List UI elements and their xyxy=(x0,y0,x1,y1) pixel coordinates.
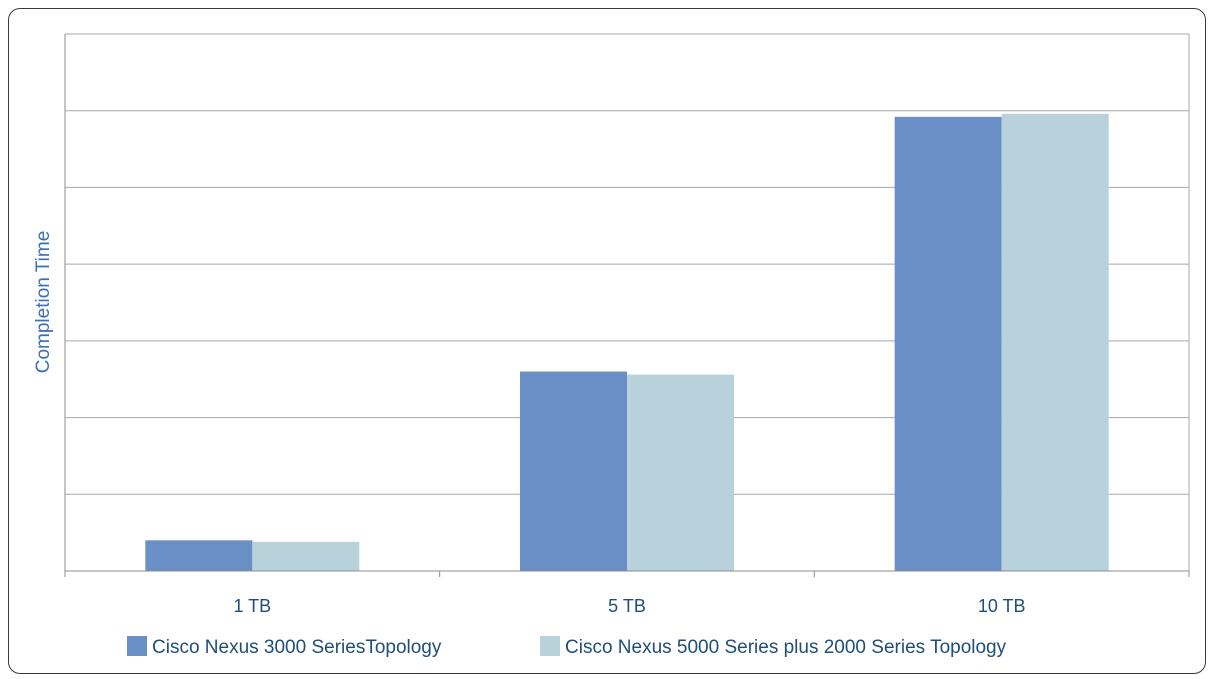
bar-series-1 xyxy=(894,116,1002,571)
x-tick-label: 5 TB xyxy=(608,596,646,616)
x-tick-label: 10 TB xyxy=(978,596,1026,616)
legend: Cisco Nexus 3000 SeriesTopology Cisco Nex… xyxy=(127,636,1007,658)
bar-series-1 xyxy=(520,371,627,571)
x-tick-label: 1 TB xyxy=(233,596,271,616)
bar-series-2 xyxy=(1001,113,1109,571)
legend-label-2: Cisco Nexus 5000 Series plus 2000 Series… xyxy=(565,637,1007,658)
bar-series-2 xyxy=(252,541,360,571)
y-axis-label: Completion Time xyxy=(33,231,54,374)
bar-series-1 xyxy=(145,540,253,571)
bar-series-2 xyxy=(627,374,734,571)
x-tick-labels: 1 TB 5 TB 10 TB xyxy=(233,596,1025,616)
axes xyxy=(64,34,1190,577)
legend-swatch-1 xyxy=(127,636,147,656)
legend-label-1: Cisco Nexus 3000 SeriesTopology xyxy=(152,637,442,658)
bars xyxy=(145,113,1109,571)
legend-swatch-2 xyxy=(540,636,560,656)
